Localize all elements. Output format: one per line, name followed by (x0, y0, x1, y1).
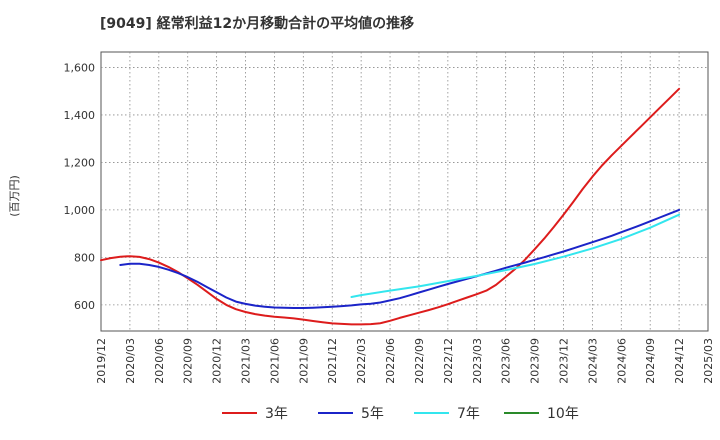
series-layer (100, 87, 681, 326)
series-line-7年 (350, 213, 681, 298)
x-tick-label: 2024/06 (615, 338, 628, 384)
x-tick-label: 2021/09 (297, 338, 310, 384)
series-line-5年 (119, 208, 681, 309)
y-tick-label: 800 (74, 251, 95, 264)
x-tick-label: 2020/06 (153, 338, 166, 384)
series-line-3年 (100, 87, 681, 326)
x-tick-label: 2021/06 (268, 338, 281, 384)
y-axis-label: (百万円) (8, 175, 21, 217)
legend-label: 5年 (361, 406, 384, 422)
y-axis-ticks: 600 800 1,000 1,200 1,400 1,600 (64, 61, 96, 311)
y-tick-label: 600 (74, 299, 95, 312)
x-tick-label: 2022/09 (413, 338, 426, 384)
legend-label: 3年 (265, 406, 288, 422)
y-tick-label: 1,600 (64, 61, 96, 74)
x-tick-label: 2024/09 (644, 338, 657, 384)
legend: 3年 5年 7年 10年 (222, 406, 579, 422)
x-tick-label: 2022/06 (384, 338, 397, 384)
x-tick-label: 2023/03 (471, 338, 484, 384)
x-tick-label: 2021/03 (240, 338, 253, 384)
y-tick-label: 1,000 (64, 204, 96, 217)
x-tick-label: 2025/03 (702, 338, 715, 384)
x-tick-label: 2024/12 (673, 338, 686, 384)
x-tick-label: 2020/09 (182, 338, 195, 384)
x-tick-label: 2023/12 (557, 338, 570, 384)
y-tick-label: 1,200 (64, 156, 96, 169)
x-tick-label: 2023/09 (529, 338, 542, 384)
x-tick-label: 2020/03 (124, 338, 137, 384)
x-tick-label: 2023/06 (500, 338, 513, 384)
legend-label: 7年 (457, 406, 480, 422)
x-tick-label: 2024/03 (586, 338, 599, 384)
x-tick-label: 2022/03 (355, 338, 368, 384)
x-tick-label: 2019/12 (95, 338, 108, 384)
x-tick-label: 2021/12 (326, 338, 339, 384)
legend-label: 10年 (547, 406, 579, 422)
x-tick-label: 2020/12 (211, 338, 224, 384)
y-tick-label: 1,400 (64, 109, 96, 122)
x-tick-label: 2022/12 (442, 338, 455, 384)
x-axis-ticks: 2019/12 2020/03 2020/06 2020/09 2020/12 2021/… (95, 338, 715, 384)
chart-title: [9049] 経常利益12か月移動合計の平均値の推移 (100, 15, 414, 32)
